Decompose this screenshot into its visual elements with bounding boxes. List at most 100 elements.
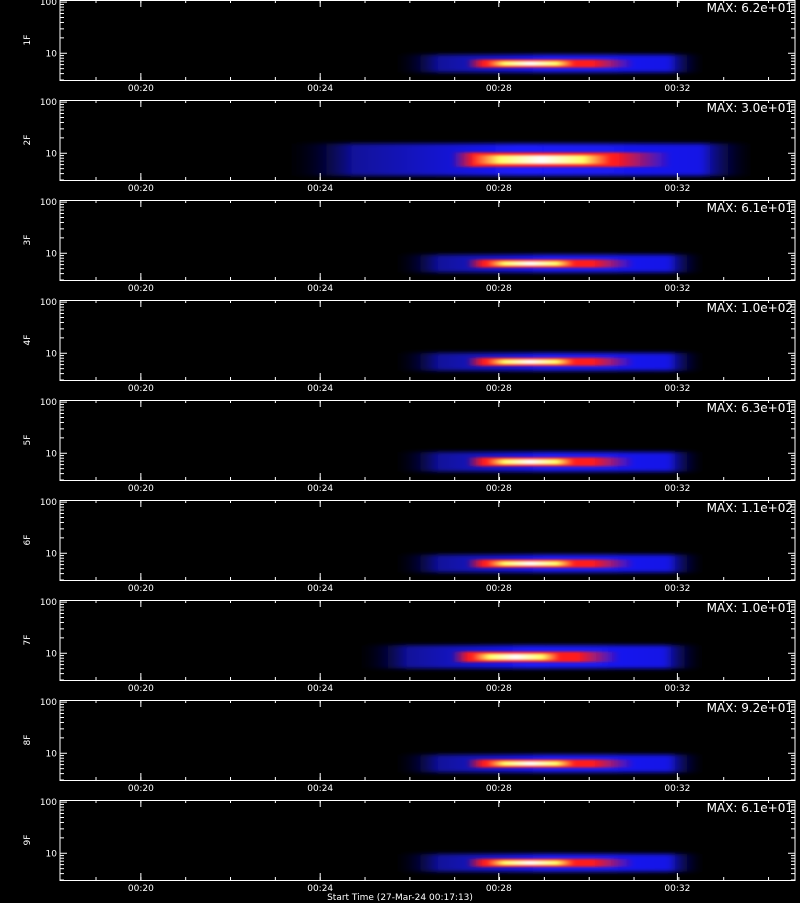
y-tick-label: 10 <box>46 749 58 759</box>
emission-band <box>390 254 707 273</box>
y-tick-label: 10 <box>46 249 58 259</box>
start-time-label: Start Time (27-Mar-24 00:17:13) <box>327 893 473 903</box>
x-tick-label: 00:24 <box>307 684 333 694</box>
plot-frame <box>59 600 796 681</box>
x-tick-label: 00:32 <box>664 284 690 294</box>
max-value-label: MAX: 1.0e+01 <box>707 601 793 615</box>
x-tick-label: 00:20 <box>128 584 154 594</box>
max-value-label: MAX: 9.2e+01 <box>707 701 793 715</box>
panel-label: 2F <box>23 135 33 146</box>
y-tick-label: 100 <box>40 98 57 108</box>
y-tick-label: 100 <box>40 598 57 608</box>
panel-7F: 00:20 00:24 00:28 00:32 10 100 7F MAX: 1.0e+01 <box>23 598 796 694</box>
emission-band <box>390 54 707 73</box>
x-tick-label: 00:32 <box>664 84 690 94</box>
panel-5F: 00:20 00:24 00:28 00:32 10 100 5F MAX: 6.3e+01 <box>23 398 796 494</box>
x-tick-label: 00:20 <box>128 784 154 794</box>
max-value-label: MAX: 1.0e+02 <box>707 301 793 315</box>
panel-1F: 00:20 00:24 00:28 00:32 10 100 1F MAX: 6.2e+01 <box>23 0 796 94</box>
y-tick-label: 10 <box>46 549 58 559</box>
panel-3F: 00:20 00:24 00:28 00:32 10 100 3F MAX: 6.1e+01 <box>23 198 796 294</box>
panel-9F: 00:20 00:24 00:28 00:32 10 100 9F MAX: 6.1e+01 <box>23 798 796 894</box>
x-tick-label: 00:32 <box>664 384 690 394</box>
y-tick-label: 10 <box>46 349 58 359</box>
x-tick-label: 00:24 <box>307 284 333 294</box>
x-tick-label: 00:24 <box>307 484 333 494</box>
x-tick-label: 00:32 <box>664 684 690 694</box>
y-tick-label: 100 <box>40 0 57 8</box>
x-tick-label: 00:32 <box>664 484 690 494</box>
x-tick-label: 00:28 <box>486 884 512 894</box>
plot-frame <box>59 400 796 481</box>
emission-band <box>390 451 707 472</box>
panel-label: 6F <box>23 535 33 546</box>
x-tick-label: 00:20 <box>128 684 154 694</box>
y-tick-label: 10 <box>46 49 58 59</box>
panel-label: 4F <box>23 335 33 346</box>
y-tick-label: 10 <box>46 449 58 459</box>
plot-frame <box>59 800 796 881</box>
plot-frame <box>59 700 796 781</box>
plot-frame <box>59 100 796 181</box>
panel-label: 7F <box>23 635 33 646</box>
x-tick-label: 00:24 <box>307 884 333 894</box>
plot-frame <box>59 300 796 381</box>
panel-6F: 00:20 00:24 00:28 00:32 10 100 6F MAX: 1.1e+02 <box>23 498 796 594</box>
x-tick-label: 00:28 <box>486 384 512 394</box>
x-tick-label: 00:24 <box>307 384 333 394</box>
x-tick-label: 00:24 <box>307 784 333 794</box>
x-tick-label: 00:28 <box>486 484 512 494</box>
max-value-label: MAX: 6.3e+01 <box>707 401 793 415</box>
emission-band <box>390 754 707 773</box>
x-tick-label: 00:28 <box>486 184 512 194</box>
panel-label: 1F <box>23 35 33 46</box>
x-tick-label: 00:32 <box>664 884 690 894</box>
x-tick-label: 00:20 <box>128 184 154 194</box>
y-tick-label: 100 <box>40 498 57 508</box>
x-tick-label: 00:28 <box>486 784 512 794</box>
panel-label: 9F <box>23 835 33 846</box>
x-tick-label: 00:32 <box>664 584 690 594</box>
x-tick-label: 00:24 <box>307 584 333 594</box>
panel-2F: 00:20 00:24 00:28 00:32 10 100 2F MAX: 3.0e+01 <box>23 98 796 194</box>
max-value-label: MAX: 3.0e+01 <box>707 101 793 115</box>
emission-band <box>390 853 707 872</box>
x-tick-label: 00:28 <box>486 84 512 94</box>
y-tick-label: 100 <box>40 798 57 808</box>
x-tick-label: 00:20 <box>128 884 154 894</box>
x-tick-label: 00:24 <box>307 184 333 194</box>
y-tick-label: 100 <box>40 398 57 408</box>
panel-label: 3F <box>23 235 33 246</box>
max-value-label: MAX: 1.1e+02 <box>707 501 793 515</box>
panel-8F: 00:20 00:24 00:28 00:32 10 100 8F MAX: 9.2e+01 <box>23 698 796 794</box>
x-tick-label: 00:24 <box>307 84 333 94</box>
emission-band <box>390 554 707 573</box>
max-value-label: MAX: 6.1e+01 <box>707 201 793 215</box>
plot-frame <box>59 500 796 581</box>
max-value-label: MAX: 6.1e+01 <box>707 801 793 815</box>
panel-label: 5F <box>23 435 33 446</box>
emission-band <box>354 645 707 669</box>
x-tick-label: 00:28 <box>486 684 512 694</box>
max-value-label: MAX: 6.2e+01 <box>707 1 793 15</box>
x-tick-label: 00:28 <box>486 284 512 294</box>
panel-4F: 00:20 00:24 00:28 00:32 10 100 4F MAX: 1.0e+02 <box>23 298 796 394</box>
emission-band <box>280 143 759 176</box>
x-tick-label: 00:32 <box>664 184 690 194</box>
y-tick-label: 100 <box>40 198 57 208</box>
x-tick-label: 00:20 <box>128 284 154 294</box>
emission-band <box>390 352 707 371</box>
y-tick-label: 100 <box>40 698 57 708</box>
x-tick-label: 00:20 <box>128 484 154 494</box>
x-tick-label: 00:28 <box>486 584 512 594</box>
plot-frame <box>59 0 796 81</box>
y-tick-label: 10 <box>46 149 58 159</box>
x-tick-label: 00:20 <box>128 84 154 94</box>
y-tick-label: 10 <box>46 649 58 659</box>
y-tick-label: 10 <box>46 849 58 859</box>
plot-frame <box>59 200 796 281</box>
x-tick-label: 00:20 <box>128 384 154 394</box>
y-tick-label: 100 <box>40 298 57 308</box>
panel-label: 8F <box>23 735 33 746</box>
